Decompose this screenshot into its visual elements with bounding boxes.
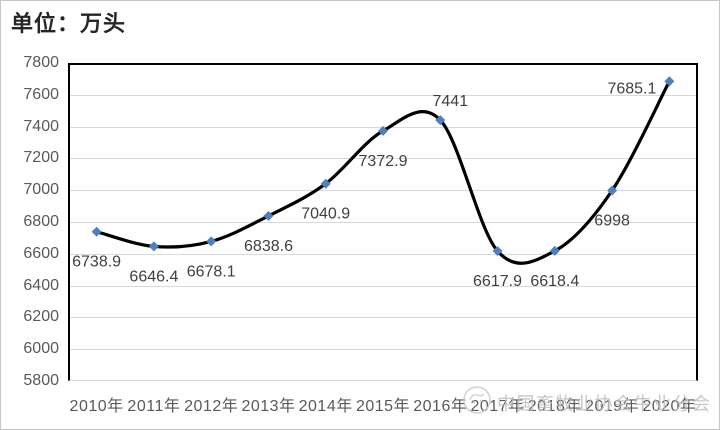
x-axis-tick-label: 2012年 <box>184 398 239 415</box>
x-axis-tick-label: 2015年 <box>355 398 411 415</box>
grid-line <box>70 158 696 160</box>
grid-line <box>70 349 696 351</box>
data-point-label: 7685.1 <box>607 80 656 97</box>
grid-line <box>70 285 696 287</box>
data-point-label: 6618.4 <box>530 273 579 290</box>
plot-area-border <box>68 63 698 381</box>
series-line <box>96 80 671 265</box>
y-axis-tick-label: 6000 <box>23 340 59 358</box>
grid-line <box>70 94 696 96</box>
data-point-label: 7040.9 <box>301 206 350 223</box>
data-point-marker <box>263 210 274 221</box>
y-axis-tick-label: 6200 <box>23 308 59 326</box>
grid-line <box>70 190 696 192</box>
grid-line <box>70 253 696 255</box>
data-point-label: 6646.4 <box>129 268 178 285</box>
x-axis-tick-label: 2019年 <box>585 398 640 415</box>
grid-line <box>70 222 696 223</box>
data-point-label: 6617.9 <box>473 273 522 290</box>
y-axis-tick-label: 6800 <box>23 213 59 230</box>
data-point-label: 7372.9 <box>359 153 408 170</box>
data-point-marker <box>91 226 102 237</box>
data-point-marker <box>664 76 675 87</box>
y-axis-tick-label: 6600 <box>23 244 59 262</box>
x-axis-tick-label: 2011年 <box>127 398 181 415</box>
data-point-label: 6678.1 <box>187 263 236 280</box>
y-axis-tick-label: 6400 <box>23 276 59 294</box>
data-point-marker <box>320 178 331 189</box>
data-point-marker <box>435 115 446 126</box>
grid-line <box>70 317 696 319</box>
x-axis-tick-label: 2010年 <box>69 398 124 415</box>
data-point-marker <box>148 241 159 252</box>
x-axis-tick-label: 2016年 <box>413 398 468 415</box>
data-point-marker <box>607 185 618 196</box>
data-point-marker <box>378 125 388 136</box>
y-axis-tick-label: 5800 <box>23 372 59 389</box>
y-axis-tick-label: 7000 <box>23 181 59 199</box>
data-point-label: 6738.9 <box>72 254 121 271</box>
x-axis-tick-label: 2013年 <box>241 398 296 415</box>
data-point-marker <box>492 245 503 256</box>
y-axis-tick-label: 7600 <box>23 85 59 103</box>
y-axis-tick-label: 7200 <box>23 149 59 167</box>
x-axis-tick-label: 2014年 <box>298 398 353 415</box>
data-point-label: 7441 <box>433 93 469 110</box>
x-axis-tick-label: 2020年 <box>642 398 697 415</box>
y-axis-tick-label: 7400 <box>23 117 59 135</box>
data-point-marker <box>549 245 560 256</box>
y-axis-tick-label: 7800 <box>23 54 59 71</box>
unit-label: 单位：万头 <box>11 11 127 36</box>
data-point-label: 6998 <box>594 213 630 230</box>
data-point-label: 6838.6 <box>244 238 293 255</box>
x-axis-tick-label: 2018年 <box>527 398 582 415</box>
data-point-marker <box>206 236 217 247</box>
